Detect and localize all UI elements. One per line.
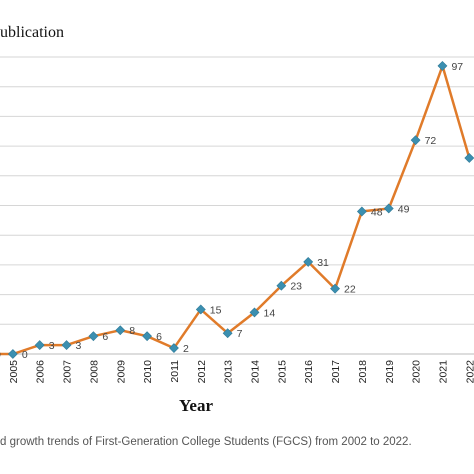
- data-labels: 0 0 3 3 6 8 6 2 15 7 14 23 31 22 48 49 72 97: [0, 61, 463, 361]
- data-point: [195, 304, 206, 315]
- x-tick-label: 2020: [411, 360, 423, 384]
- data-markers: [7, 60, 474, 359]
- data-label: 22: [344, 284, 356, 296]
- x-tick-label: 2015: [276, 360, 288, 384]
- data-label: 7: [237, 328, 243, 340]
- data-point: [7, 349, 18, 359]
- data-point: [169, 343, 179, 353]
- x-tick-label: 2010: [142, 360, 154, 384]
- data-point: [330, 283, 340, 294]
- data-label: 48: [371, 206, 383, 218]
- data-point: [34, 340, 45, 351]
- data-label: 31: [317, 257, 329, 269]
- data-label: 15: [210, 304, 222, 316]
- data-point: [142, 331, 153, 342]
- data-label: 0: [22, 349, 28, 361]
- x-tick-label: 2009: [115, 360, 127, 384]
- data-label: 6: [156, 331, 162, 343]
- data-label: 3: [76, 340, 82, 352]
- x-tick-label: 2017: [330, 360, 342, 384]
- data-point: [437, 60, 448, 71]
- x-tick-label: 2007: [62, 360, 74, 384]
- data-point: [356, 206, 367, 217]
- gridlines: [0, 56, 474, 325]
- x-tick-label: 2005: [8, 360, 20, 384]
- data-point: [276, 280, 287, 291]
- x-tick-label: 2022: [464, 360, 474, 384]
- data-label: 97: [451, 61, 463, 73]
- data-label: 6: [102, 331, 108, 343]
- data-label: 8: [129, 325, 135, 337]
- x-tick-label: 2014: [250, 360, 262, 384]
- data-point: [61, 340, 72, 351]
- chart-title: ublication: [0, 24, 64, 41]
- data-label: 14: [264, 307, 276, 319]
- data-point: [249, 307, 260, 318]
- x-tick-label: 2013: [223, 360, 235, 384]
- x-tick-label: 2016: [303, 360, 315, 384]
- x-tick-label: 2006: [35, 360, 47, 384]
- data-label: 3: [49, 340, 55, 352]
- data-label: 2: [183, 343, 189, 355]
- data-point: [410, 135, 421, 146]
- x-tick-label: 2011: [169, 360, 181, 383]
- data-label: 72: [425, 135, 437, 147]
- data-point: [115, 325, 126, 336]
- data-label: 0: [0, 349, 1, 361]
- x-tick-label: 2018: [357, 360, 369, 384]
- data-point: [303, 257, 314, 267]
- figure-caption: d growth trends of First-Generation Coll…: [0, 436, 412, 448]
- data-point: [222, 328, 233, 339]
- data-label: 49: [398, 203, 410, 215]
- data-label: 23: [290, 281, 302, 293]
- x-tick-label: 2021: [437, 360, 449, 384]
- data-point: [88, 331, 99, 342]
- x-axis-label: Year: [179, 396, 213, 415]
- x-tick-label: 2008: [88, 360, 100, 384]
- x-tick-label: 2019: [384, 360, 396, 384]
- x-tick-labels: 2005 2006 2007 2008 2009 2010 2011 2012 2013 2014…: [8, 360, 474, 384]
- x-tick-label: 2012: [196, 360, 208, 384]
- data-point: [464, 153, 474, 163]
- data-point: [383, 203, 394, 214]
